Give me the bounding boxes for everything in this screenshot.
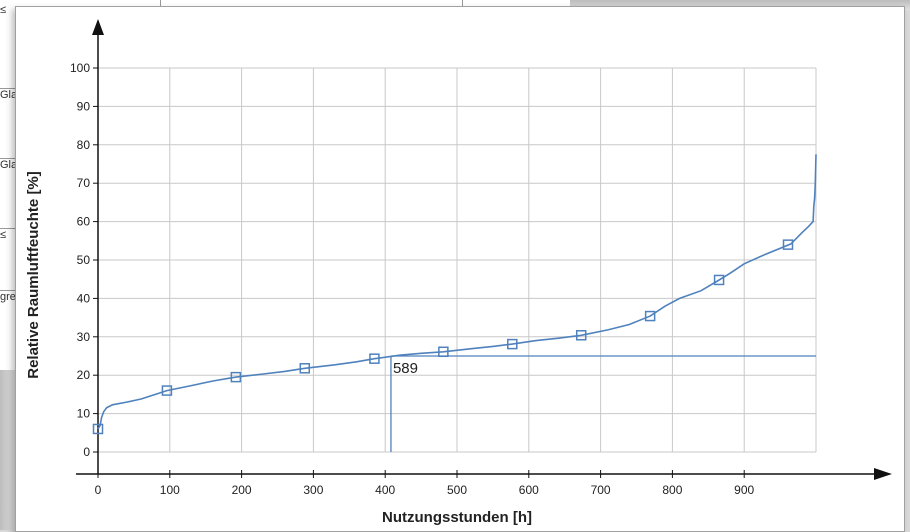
data-marker xyxy=(713,274,725,286)
x-tick-label: 800 xyxy=(662,483,682,497)
x-tick-label: 100 xyxy=(160,483,180,497)
background-row: Gla xyxy=(0,158,20,171)
x-tick-label: 300 xyxy=(303,483,323,497)
x-tick-label: 500 xyxy=(447,483,467,497)
x-tick-label: 200 xyxy=(232,483,252,497)
data-marker xyxy=(369,353,380,364)
x-axis-title: Nutzungsstunden [h] xyxy=(382,509,532,526)
y-axis-arrow xyxy=(92,19,104,35)
threshold-value-label: 589 xyxy=(393,360,418,377)
y-tick-label: 100 xyxy=(70,61,90,75)
y-tick-label: 40 xyxy=(77,291,91,305)
grid xyxy=(98,67,817,453)
background-top-strip xyxy=(570,0,910,10)
chart-panel: 0 100 200 300 400 500 600 700 800 900 0 10 20 30 40 50 6… xyxy=(15,6,905,532)
x-tick-label: 400 xyxy=(375,483,395,497)
data-marker xyxy=(438,346,449,358)
x-tick-label: 900 xyxy=(734,483,754,497)
y-axis-title: Relative Raumluftfeuchte [%] xyxy=(25,171,42,379)
y-tick-label: 50 xyxy=(77,253,91,267)
x-tick-label: 700 xyxy=(591,483,611,497)
y-tick-label: 10 xyxy=(77,407,91,421)
y-tick-label: 60 xyxy=(77,215,91,229)
background-row: Gla xyxy=(0,88,20,101)
tick-labels: 0 100 200 300 400 500 600 700 800 900 0 10 20 30 40 50 6… xyxy=(70,61,755,497)
data-marker xyxy=(161,385,173,396)
x-tick-label: 0 xyxy=(95,483,102,497)
threshold-annotation: 589 xyxy=(390,355,816,452)
x-axis-arrow xyxy=(874,468,892,480)
y-tick-label: 70 xyxy=(77,176,91,190)
data-marker xyxy=(782,239,794,250)
data-marker xyxy=(507,338,518,350)
data-marker xyxy=(230,371,242,383)
background-shadow xyxy=(0,370,18,530)
x-tick-label: 600 xyxy=(519,483,539,497)
series-layer xyxy=(92,154,817,435)
data-marker xyxy=(644,310,656,322)
y-tick-label: 20 xyxy=(77,368,91,382)
y-tick-label: 0 xyxy=(83,445,90,459)
data-marker xyxy=(575,330,587,341)
y-tick-label: 80 xyxy=(77,138,91,152)
y-tick-label: 90 xyxy=(77,99,91,113)
background-row: ≤ xyxy=(0,228,20,241)
background-row: gre xyxy=(0,290,20,303)
background-row: ≤ xyxy=(0,4,7,16)
data-marker xyxy=(299,363,311,374)
y-tick-label: 30 xyxy=(77,330,91,344)
chart-svg: 0 100 200 300 400 500 600 700 800 900 0 10 20 30 40 50 6… xyxy=(25,19,892,526)
data-marker xyxy=(92,423,104,435)
series-line xyxy=(97,154,817,430)
axes xyxy=(76,19,892,480)
